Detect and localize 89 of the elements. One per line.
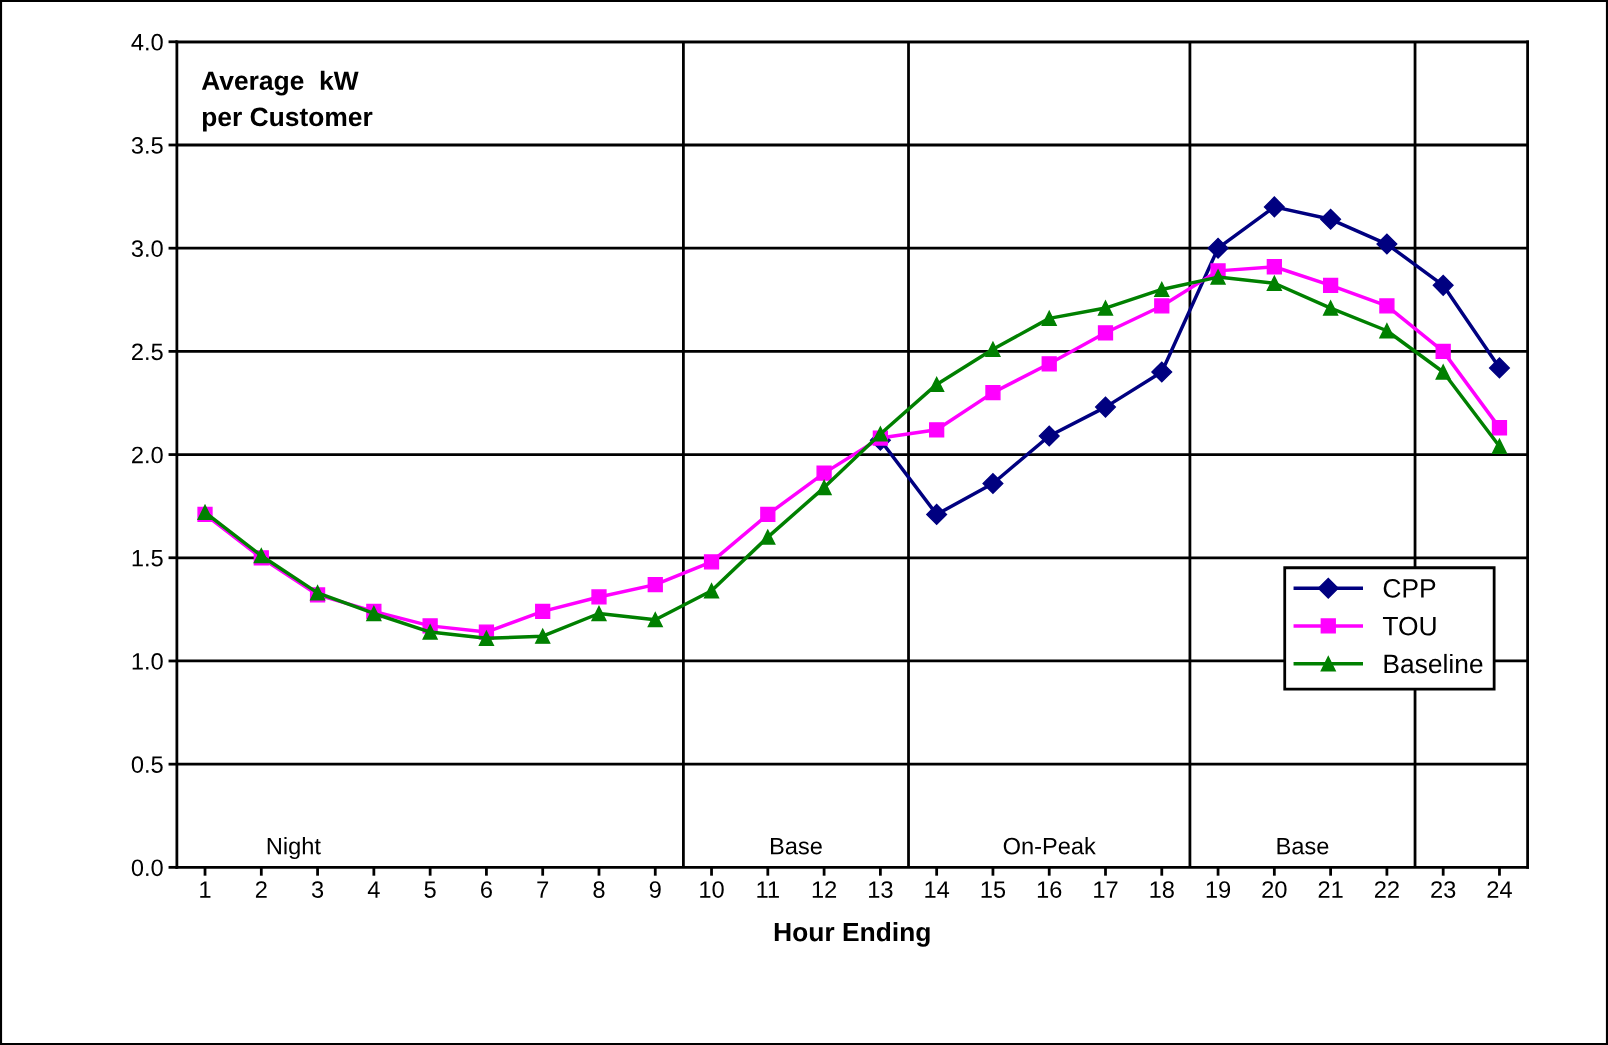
annotation: On-Peak [1003,837,1096,855]
y-axis-title: Average kW per Customer [201,70,373,132]
x-tick-label: 11 [757,881,779,898]
point [1379,323,1395,339]
x-tick-label: 23 [1431,881,1456,898]
point [982,472,1004,494]
point [1154,281,1170,298]
annotation: Base [770,837,822,855]
point [1207,237,1229,259]
point [872,426,889,442]
annotation: Night [267,837,321,860]
point [1266,259,1282,275]
legend-label: CPP [1383,579,1436,598]
x-tick-label: 20 [1262,881,1287,898]
y-tick-label: 3.0 [131,240,163,257]
y-tick-label: 3.5 [131,137,163,154]
point [1322,300,1339,316]
x-tick-label: 7 [537,881,549,898]
point [816,479,832,496]
point [1210,269,1226,285]
y-tick-label: 1.5 [132,550,163,567]
y-tick-label: 0.0 [131,859,163,877]
point [816,465,832,481]
y-tick-label: 1.0 [132,653,163,670]
point [647,576,663,593]
point [591,605,607,622]
point [1322,277,1339,293]
point [1094,396,1117,418]
x-tick-label: 12 [812,881,837,898]
legend-label: TOU [1382,616,1436,636]
point [1097,300,1114,316]
point [478,630,495,646]
point [1432,274,1454,296]
x-tick-label: 1 [200,881,211,898]
annotation: Base [1277,837,1329,855]
x-tick-label: 3 [311,881,324,898]
y-tick-label: 2.0 [132,446,163,464]
point [1041,310,1057,326]
point [1379,298,1395,314]
point [1038,425,1060,447]
point [1488,357,1510,379]
point [1491,420,1508,436]
point [703,554,720,570]
point [1491,438,1508,454]
point [760,506,776,523]
point [591,589,607,605]
legend-label: Baseline [1384,653,1483,674]
x-tick-label: 2 [255,881,267,898]
point [535,628,551,644]
x-tick-label: 5 [424,881,436,898]
x-tick-label: 15 [981,881,1006,898]
point [1097,325,1114,341]
point [985,341,1001,357]
x-tick-label: 10 [700,881,724,898]
point [926,503,948,525]
point [929,422,945,438]
point [647,612,663,628]
point [703,583,720,599]
point [1376,233,1398,255]
point [1151,361,1173,383]
x-tick-label: 17 [1094,881,1118,898]
point [1154,298,1170,314]
x-tick-label: 24 [1487,881,1512,898]
x-tick-label: 21 [1318,881,1343,898]
x-tick-label: 22 [1374,881,1399,898]
point [1320,208,1342,230]
point [1041,356,1057,372]
x-axis-title: Hour Ending [774,922,930,947]
point [422,624,438,640]
x-tick-label: 9 [649,881,661,898]
y-tick-label: 0.5 [131,756,163,773]
x-tick-label: 19 [1206,881,1231,898]
x-tick-label: 6 [481,881,492,898]
x-tick-label: 18 [1150,881,1174,898]
point [929,376,945,393]
x-tick-label: 8 [593,881,605,898]
point [1435,343,1451,360]
x-tick-label: 4 [367,881,380,898]
point [1266,275,1282,291]
point [535,603,551,620]
y-tick-label: 4.0 [131,33,163,51]
point [985,385,1001,401]
point [760,529,776,545]
point [1435,364,1451,380]
x-tick-label: 13 [869,881,893,898]
point [1263,196,1285,218]
y-tick-label: 2.5 [132,343,163,361]
x-tick-label: 16 [1037,881,1062,898]
x-tick-label: 14 [925,881,950,898]
